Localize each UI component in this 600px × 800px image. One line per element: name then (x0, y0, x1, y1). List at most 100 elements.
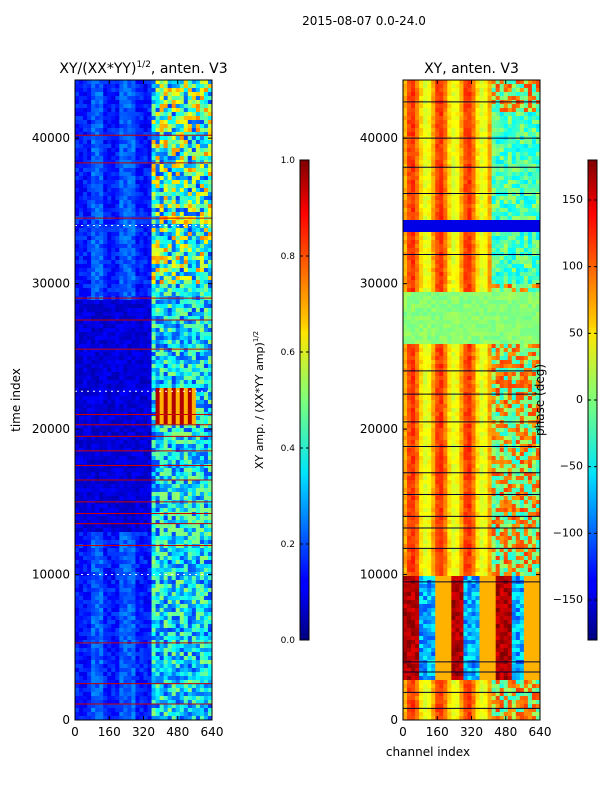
heatmap-cell (143, 428, 148, 433)
heatmap-cell (159, 196, 165, 201)
heatmap-cell (183, 212, 189, 217)
heatmap-cell (127, 368, 132, 373)
heatmap-cell (79, 240, 84, 245)
heatmap-cell (163, 632, 169, 637)
heatmap-cell (111, 92, 116, 97)
heatmap-cell (147, 400, 152, 405)
heatmap-cell (119, 304, 124, 309)
heatmap-cell (195, 140, 201, 145)
heatmap-cell (171, 436, 177, 441)
heatmap-cell (147, 552, 152, 557)
heatmap-cell (83, 96, 88, 101)
heatmap-cell (99, 640, 104, 645)
heatmap-cell (151, 232, 156, 237)
heatmap-cell (147, 608, 152, 613)
heatmap-cell (83, 204, 88, 209)
heatmap-cell (203, 344, 209, 349)
heatmap-cell (135, 420, 140, 425)
heatmap-cell (131, 128, 136, 133)
heatmap-cell (207, 124, 212, 129)
heatmap-cell (203, 524, 209, 529)
heatmap-cell (95, 232, 100, 237)
heatmap-cell (163, 520, 169, 525)
heatmap-cell (183, 364, 189, 369)
heatmap-cell (123, 628, 128, 633)
heatmap-cell (103, 196, 108, 201)
heatmap-cell (95, 560, 100, 565)
heatmap-cell (203, 84, 209, 89)
heatmap-cell (199, 512, 205, 517)
heatmap-cell (199, 604, 205, 609)
heatmap-cell (151, 656, 156, 661)
heatmap-cell (75, 240, 80, 245)
heatmap-cell (143, 420, 148, 425)
heatmap-cell (75, 440, 80, 445)
heatmap-cell (163, 492, 169, 497)
heatmap-cell (95, 328, 100, 333)
heatmap-cell (171, 472, 177, 477)
heatmap-cell (139, 656, 144, 661)
heatmap-cell (191, 584, 197, 589)
heatmap-cell (79, 576, 84, 581)
heatmap-cell (75, 120, 80, 125)
heatmap-cell (131, 484, 136, 489)
heatmap-cell (195, 228, 201, 233)
heatmap-cell (187, 532, 193, 537)
heatmap-cell (179, 484, 185, 489)
heatmap-cell (195, 664, 201, 669)
heatmap-cell (195, 632, 201, 637)
heatmap-cell (187, 244, 193, 249)
heatmap-cell (207, 184, 212, 189)
heatmap-cell (179, 644, 185, 649)
heatmap-cell (99, 332, 104, 337)
heatmap-cell (91, 228, 96, 233)
heatmap-cell (183, 540, 189, 545)
heatmap-cell (123, 516, 128, 521)
heatmap-cell (207, 108, 212, 113)
heatmap-cell (171, 152, 177, 157)
heatmap-cell (199, 372, 205, 377)
heatmap-cell (79, 596, 84, 601)
heatmap-cell (143, 496, 148, 501)
heatmap-cell (175, 156, 181, 161)
heatmap-cell (107, 356, 112, 361)
heatmap-cell (143, 248, 148, 253)
heatmap-cell (135, 484, 140, 489)
heatmap-cell (159, 184, 165, 189)
heatmap-cell (191, 580, 197, 585)
heatmap-cell (187, 324, 193, 329)
heatmap-cell (191, 368, 197, 373)
heatmap-cell (183, 344, 189, 349)
heatmap-cell (99, 560, 104, 565)
heatmap-cell (115, 496, 120, 501)
heatmap-cell (139, 380, 144, 385)
heatmap-cell (171, 656, 177, 661)
heatmap-cell (119, 204, 124, 209)
heatmap-cell (187, 524, 193, 529)
heatmap-cell (143, 108, 148, 113)
heatmap-cell (115, 444, 120, 449)
heatmap-cell (99, 464, 104, 469)
heatmap-cell (99, 576, 104, 581)
heatmap-cell (143, 84, 148, 89)
heatmap-cell (179, 336, 185, 341)
heatmap-cell (135, 288, 140, 293)
heatmap-cell (159, 88, 165, 93)
heatmap-cell (127, 568, 132, 573)
heatmap-cell (127, 520, 132, 525)
heatmap-cell (83, 252, 88, 257)
heatmap-cell (171, 224, 177, 229)
heatmap-cell (203, 248, 209, 253)
heatmap-cell (167, 284, 173, 289)
heatmap-cell (99, 592, 104, 597)
heatmap-cell (123, 160, 128, 165)
heatmap-cell (119, 576, 124, 581)
heatmap-cell (99, 304, 104, 309)
heatmap-cell (83, 156, 88, 161)
heatmap-cell (139, 356, 144, 361)
heatmap-cell (95, 376, 100, 381)
heatmap-cell (207, 372, 212, 377)
heatmap-cell (87, 316, 92, 321)
heatmap-cell (75, 492, 80, 497)
heatmap-cell (99, 632, 104, 637)
